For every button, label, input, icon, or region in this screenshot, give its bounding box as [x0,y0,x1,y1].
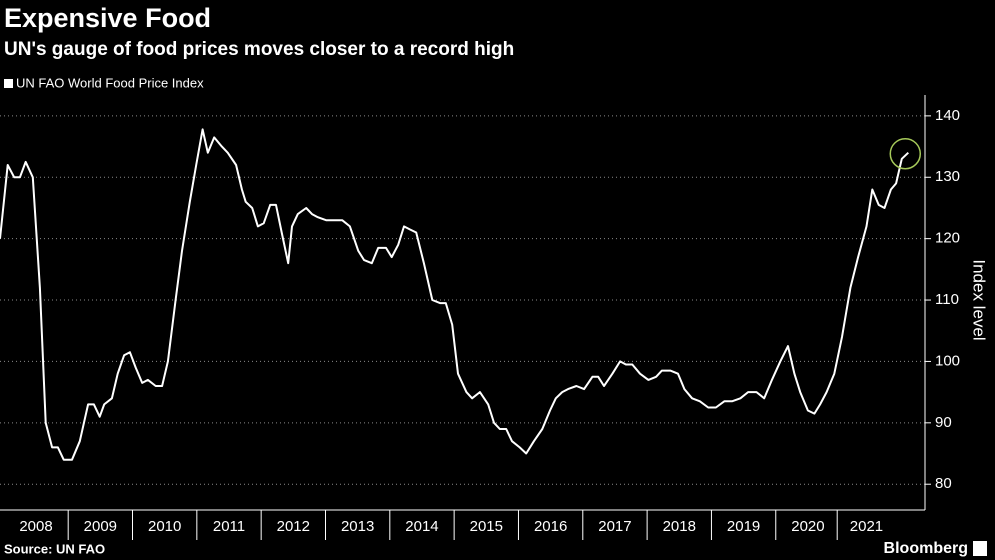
highlight-circle [889,137,922,170]
x-tick-label: 2020 [791,518,824,535]
y-tick-label: 90 [935,414,952,431]
chart-subtitle: UN's gauge of food prices moves closer t… [4,39,514,60]
chart-title: Expensive Food [4,3,211,33]
x-tick-label: 2016 [534,518,567,535]
x-tick-label: 2021 [850,518,883,535]
line-series [0,128,909,461]
y-tick-label: 130 [935,168,960,185]
legend-swatch [4,79,13,88]
legend-label: UN FAO World Food Price Index [16,75,204,90]
brand-icon [973,541,987,556]
x-tick-label: 2014 [405,518,438,535]
x-tick-label: 2018 [663,518,696,535]
x-tick-label: 2012 [277,518,310,535]
source: Source: UN FAO [4,541,105,556]
x-tick-label: 2017 [598,518,631,535]
y-tick-label: 80 [935,475,952,492]
x-tick-label: 2009 [84,518,117,535]
x-tick-label: 2019 [727,518,760,535]
y-axis-label: Index level [970,259,989,340]
brand: Bloomberg [884,540,968,557]
y-tick-label: 120 [935,230,960,247]
x-tick-label: 2008 [19,518,52,535]
x-tick-label: 2013 [341,518,374,535]
x-tick-label: 2015 [470,518,503,535]
y-tick-label: 100 [935,352,960,369]
y-tick-label: 140 [935,107,960,124]
y-tick-label: 110 [935,291,959,308]
x-tick-label: 2010 [148,518,181,535]
x-tick-label: 2011 [213,518,245,535]
